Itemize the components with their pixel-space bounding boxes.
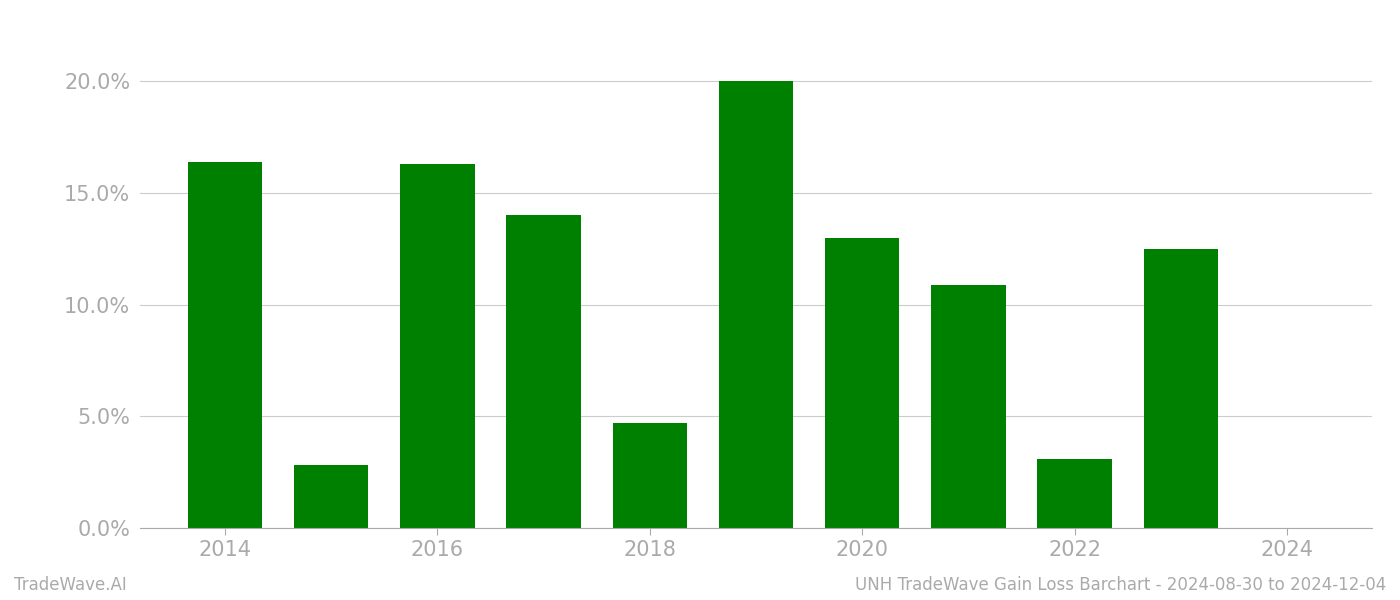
Bar: [294, 466, 368, 528]
Bar: [1037, 459, 1112, 528]
Bar: [931, 284, 1005, 528]
Text: UNH TradeWave Gain Loss Barchart - 2024-08-30 to 2024-12-04: UNH TradeWave Gain Loss Barchart - 2024-…: [855, 576, 1386, 594]
Bar: [613, 423, 687, 528]
Bar: [507, 215, 581, 528]
Bar: [825, 238, 899, 528]
Bar: [400, 164, 475, 528]
Bar: [188, 162, 262, 528]
Bar: [718, 82, 794, 528]
Bar: [1144, 249, 1218, 528]
Text: TradeWave.AI: TradeWave.AI: [14, 576, 127, 594]
